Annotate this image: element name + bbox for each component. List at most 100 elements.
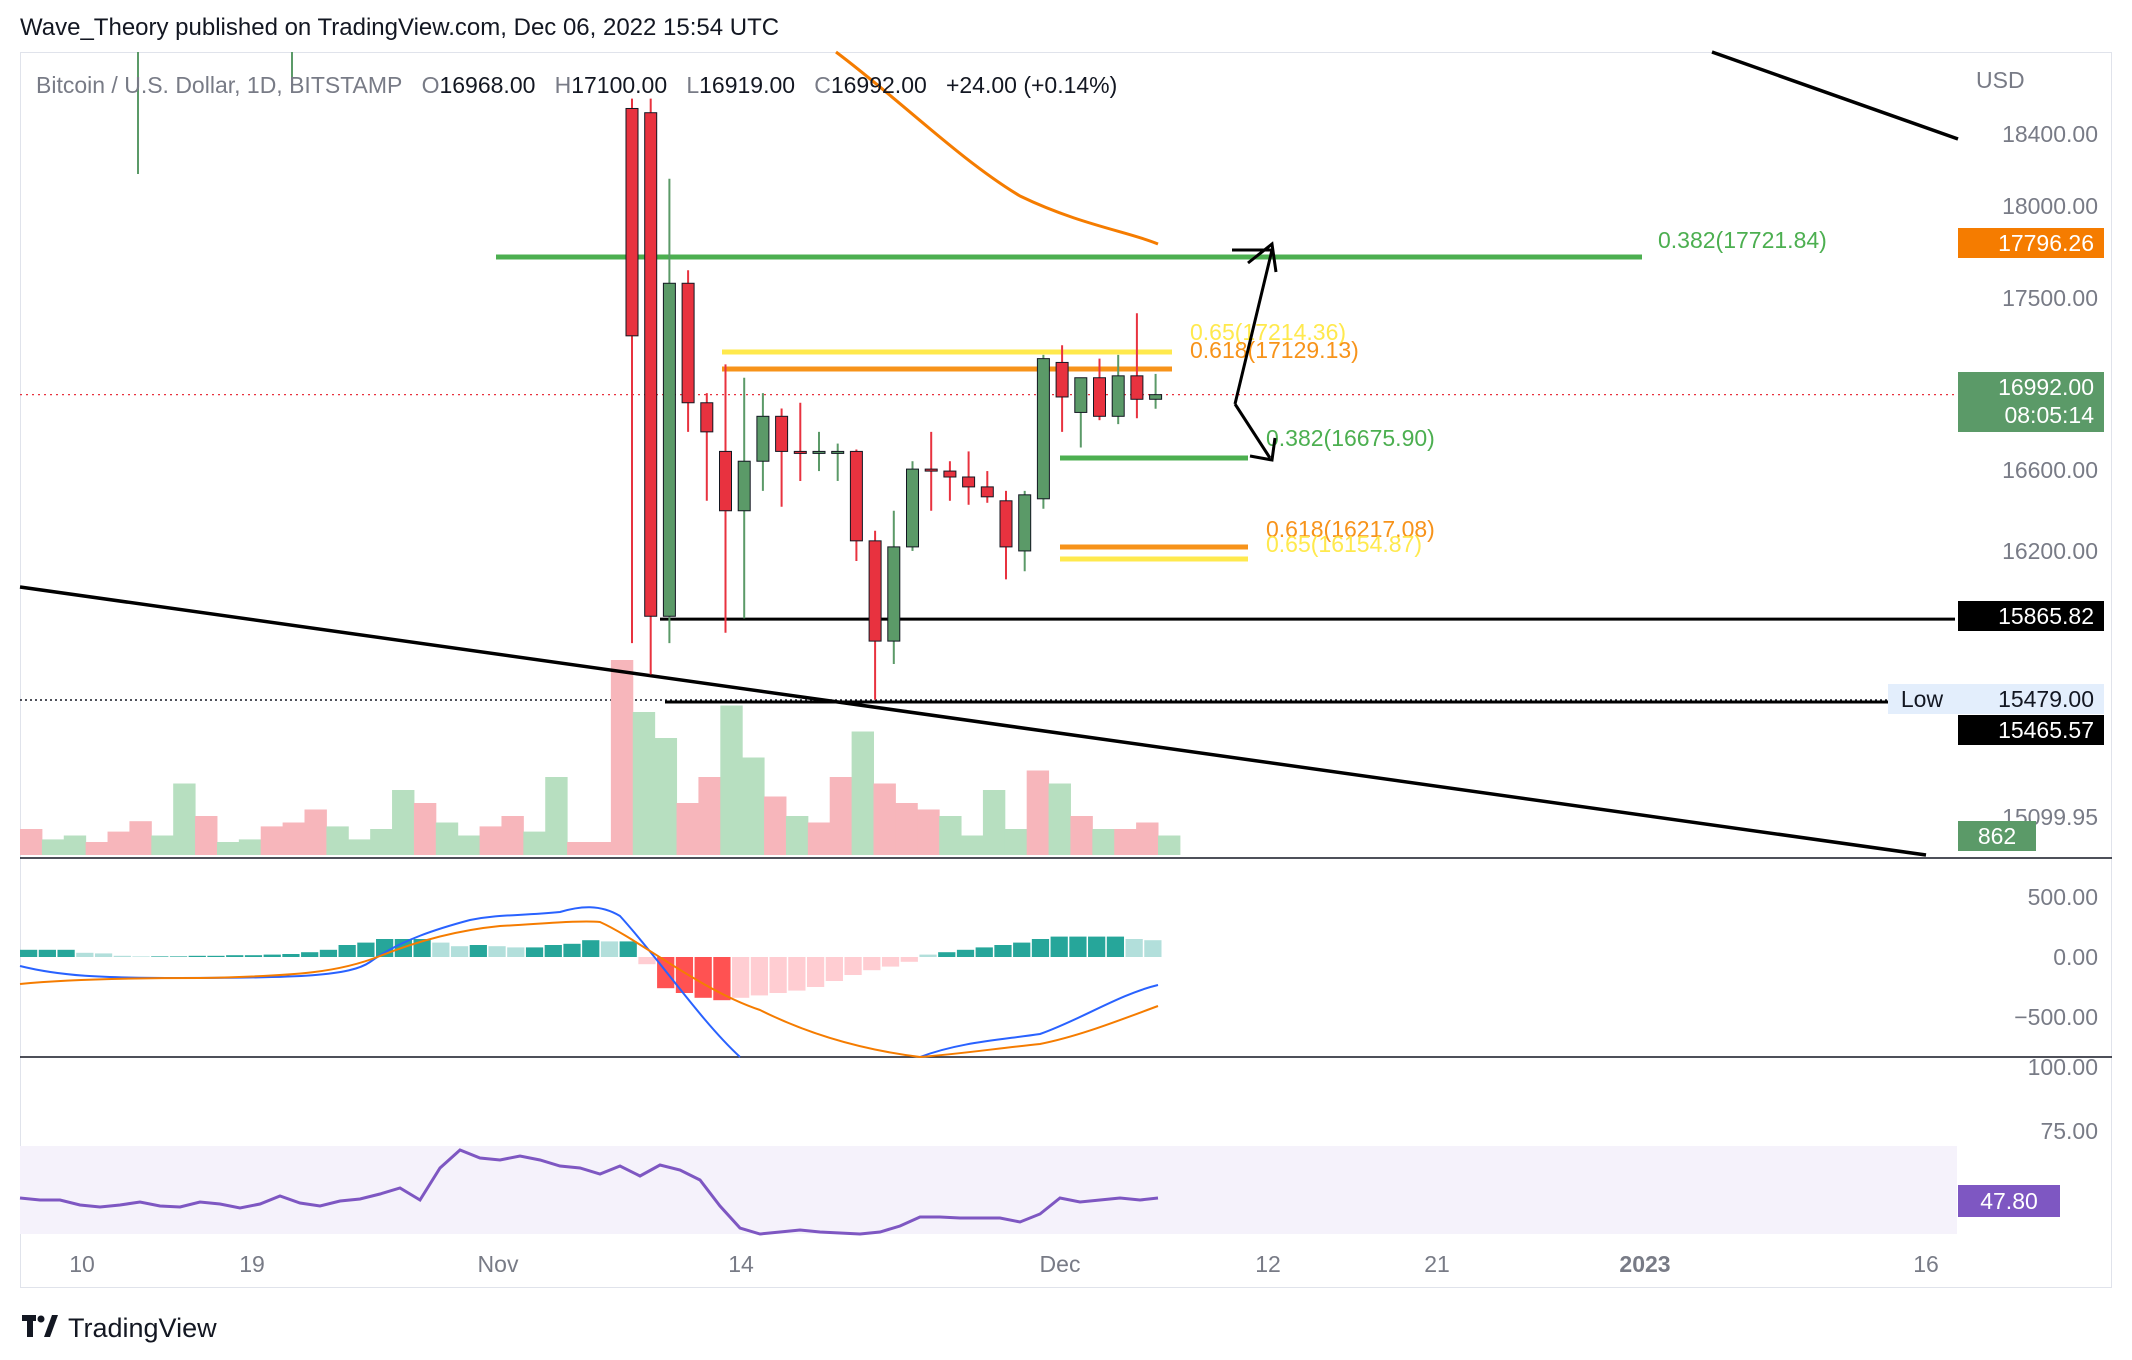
volume-bar	[435, 822, 459, 855]
price-label-text: 15865.82	[1998, 603, 2094, 629]
volume-bar	[326, 826, 349, 855]
macd-pane	[19, 906, 1162, 1059]
candle-body	[700, 402, 714, 433]
candle-body	[737, 460, 751, 512]
volume-bar	[895, 803, 918, 855]
volume-bar	[720, 705, 743, 855]
volume-bar	[501, 816, 524, 855]
fib-level-label: 0.382(17721.84)	[1658, 227, 1827, 253]
volume-bar	[479, 826, 502, 855]
macd-hist-bar	[750, 957, 769, 996]
volume-bar	[851, 731, 874, 855]
candle-body	[831, 450, 845, 454]
macd-hist-bar	[675, 957, 694, 993]
macd-hist-bar	[600, 941, 619, 957]
volume-bar	[742, 757, 765, 855]
moving-average	[835, 50, 1159, 246]
legend-close: 16992.00	[830, 72, 927, 98]
price-label-text: 15465.57	[1998, 717, 2094, 743]
fib-level-label: 0.65(16154.87)	[1266, 531, 1422, 557]
legend-change: +24.00 (+0.14%)	[945, 72, 1118, 98]
macd-hist-bar	[938, 952, 956, 957]
candles	[137, 52, 1163, 700]
volume-bar	[873, 783, 896, 855]
volume-bars	[20, 660, 1181, 855]
candle-body	[1149, 394, 1163, 400]
volume-bar	[567, 842, 590, 855]
arrow-down-path	[1233, 403, 1272, 459]
descending-support-line	[19, 585, 1927, 857]
candle-body	[980, 486, 994, 498]
volume-bar	[939, 816, 962, 855]
fib-level-label: 0.618(16217.08)	[1266, 516, 1435, 542]
publisher-line: Wave_Theory published on TradingView.com…	[20, 14, 780, 41]
rsi-value-box	[1958, 1185, 2060, 1217]
macd-hist-bar	[151, 956, 169, 957]
candle-body	[1055, 361, 1069, 398]
volume-bar	[304, 809, 327, 855]
volume-bar	[370, 829, 393, 855]
macd-hist-bar	[94, 953, 113, 957]
volume-bar	[982, 790, 1006, 855]
candle-body	[849, 450, 863, 542]
price-tick-label: 16600.00	[2002, 457, 2098, 483]
volume-bar	[457, 835, 481, 855]
macd-hist-bar	[806, 957, 825, 987]
macd-hist-bar	[301, 952, 319, 957]
candle-body	[662, 282, 676, 617]
macd-hist-bar	[450, 946, 469, 957]
rsi-tick-label: 75.00	[2040, 1118, 2098, 1144]
volume-bar	[785, 816, 809, 855]
candle-body	[1111, 375, 1125, 417]
fib-level-label: 0.618(17129.13)	[1190, 337, 1359, 363]
volume-bar	[260, 826, 284, 855]
volume-bar	[1048, 783, 1071, 855]
macd-hist-bar	[919, 954, 937, 957]
low-tag-text: Low	[1901, 686, 1944, 712]
volume-bar	[1004, 829, 1028, 855]
volume-bar	[216, 842, 240, 855]
footer-brand[interactable]: TradingView	[22, 1312, 217, 1344]
macd-hist-bar	[1125, 939, 1143, 957]
candle-body	[868, 540, 882, 642]
macd-hist-bar	[319, 949, 338, 957]
macd-hist-bar	[994, 945, 1012, 957]
volume-bar	[392, 790, 415, 855]
volume-bar	[764, 796, 787, 855]
candle-body	[924, 468, 938, 472]
macd-hist-bar	[469, 945, 487, 957]
time-tick-label: Nov	[478, 1251, 519, 1277]
volume-bar	[238, 839, 262, 855]
macd-hist-bar	[582, 940, 600, 957]
macd-hist-bar	[638, 957, 656, 965]
arrow-down-head	[1249, 437, 1277, 462]
macd-hist-bar	[20, 949, 38, 957]
grid	[20, 394, 2112, 1058]
volume-bar	[1158, 835, 1181, 855]
legend-c-label: C	[814, 72, 831, 98]
low-tag-box	[1888, 684, 1958, 714]
ema-line	[835, 50, 1159, 246]
trend-lines	[19, 50, 1959, 857]
legend-l-label: L	[686, 72, 700, 98]
macd-hist-bar	[113, 955, 131, 957]
volume-bar	[129, 821, 152, 855]
candle-body	[962, 476, 976, 488]
volume-bar	[676, 803, 699, 855]
price-label-text: 15479.00	[1998, 686, 2094, 712]
macd-hist-bar	[169, 956, 188, 957]
volume-bar	[282, 822, 305, 855]
price-label-box	[1958, 601, 2104, 631]
arrow-up-head	[1247, 241, 1278, 273]
volume-bar	[348, 839, 371, 855]
candle-body	[775, 415, 789, 452]
macd-hist-bar	[694, 957, 712, 998]
price-label-box	[1958, 715, 2104, 745]
fib-levels: 0.382(17721.84) 0.65(17214.36)0.618(17129…	[496, 227, 1827, 562]
macd-hist-bar	[357, 942, 375, 957]
volume-bar	[63, 835, 87, 855]
candle-body	[1130, 375, 1144, 400]
time-tick-label: 21	[1424, 1251, 1450, 1277]
time-tick-label: Dec	[1040, 1251, 1081, 1277]
